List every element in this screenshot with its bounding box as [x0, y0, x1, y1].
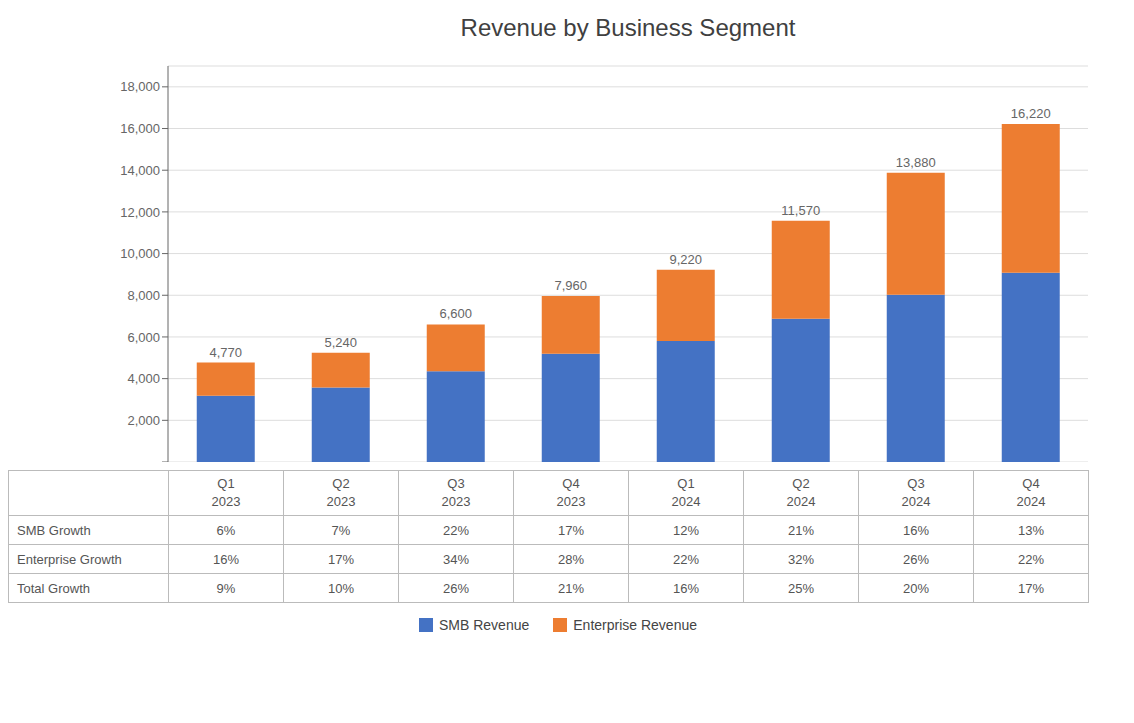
svg-text:6,000: 6,000 [127, 330, 160, 345]
html-text:16%: 16% [673, 580, 699, 596]
html-text:Enterprise Growth: Enterprise Growth [17, 551, 122, 567]
html-text:Q2 2024: Q2 2024 [786, 476, 816, 509]
svg-text:9,220: 9,220 [669, 252, 702, 267]
svg-text:10,000: 10,000 [120, 246, 160, 261]
svg-text:2,000: 2,000 [127, 413, 160, 428]
html-text:9%: 9% [216, 580, 236, 596]
html-text:Q3 2024: Q3 2024 [901, 476, 931, 509]
html-text:Q1 2023: Q1 2023 [211, 476, 241, 509]
svg-text:8,000: 8,000 [127, 288, 160, 303]
html-text:SMB Revenue: SMB Revenue [439, 617, 530, 633]
html-text:16%: 16% [903, 522, 929, 538]
html-text:25%: 25% [788, 580, 814, 596]
svg-text:6,600: 6,600 [439, 306, 472, 321]
html-text:21%: 21% [558, 580, 584, 596]
html-text:20%: 20% [903, 580, 929, 596]
svg-text:18,000: 18,000 [120, 79, 160, 94]
html-text:28%: 28% [558, 551, 584, 567]
html-text:17%: 17% [328, 551, 354, 567]
html-text:6%: 6% [216, 522, 236, 538]
html-text:17%: 17% [1018, 580, 1044, 596]
html-text:32%: 32% [788, 551, 814, 567]
html-text:12%: 12% [673, 522, 699, 538]
html-text:34%: 34% [443, 551, 469, 567]
html-text:16%: 16% [213, 551, 239, 567]
html-text:17%: 17% [558, 522, 584, 538]
html-text:22%: 22% [443, 522, 469, 538]
html-text:7%: 7% [331, 522, 351, 538]
html-text:26%: 26% [443, 580, 469, 596]
svg-text:5,240: 5,240 [324, 335, 357, 350]
html-text:Q1 2024: Q1 2024 [671, 476, 701, 509]
svg-text:11,570: 11,570 [781, 203, 820, 218]
html-text:SMB Growth: SMB Growth [17, 522, 91, 538]
html-text:Total Growth: Total Growth [17, 580, 90, 596]
html-text:Enterprise Revenue: Enterprise Revenue [573, 617, 697, 633]
svg-text:13,880: 13,880 [896, 155, 936, 170]
html-text:13%: 13% [1018, 522, 1044, 538]
html-text:Q2 2023: Q2 2023 [326, 476, 356, 509]
svg-text:16,000: 16,000 [120, 121, 160, 136]
svg-text:-: - [156, 455, 160, 462]
svg-text:4,000: 4,000 [127, 371, 160, 386]
html-text:Q4 2023: Q4 2023 [556, 476, 586, 509]
svg-text:14,000: 14,000 [120, 163, 160, 178]
svg-text:7,960: 7,960 [554, 278, 587, 293]
html-text:22%: 22% [1018, 551, 1044, 567]
html-text:22%: 22% [673, 551, 699, 567]
html-text:Q3 2023: Q3 2023 [441, 476, 471, 509]
html-text:26%: 26% [903, 551, 929, 567]
html-text:Q4 2024: Q4 2024 [1016, 476, 1046, 509]
svg-text:12,000: 12,000 [120, 205, 160, 220]
html-text:10%: 10% [328, 580, 354, 596]
html-text:Revenue by Business Segment: Revenue by Business Segment [460, 14, 796, 41]
svg-text:16,220: 16,220 [1011, 106, 1051, 121]
html-text:21%: 21% [788, 522, 814, 538]
svg-text:4,770: 4,770 [209, 345, 242, 360]
